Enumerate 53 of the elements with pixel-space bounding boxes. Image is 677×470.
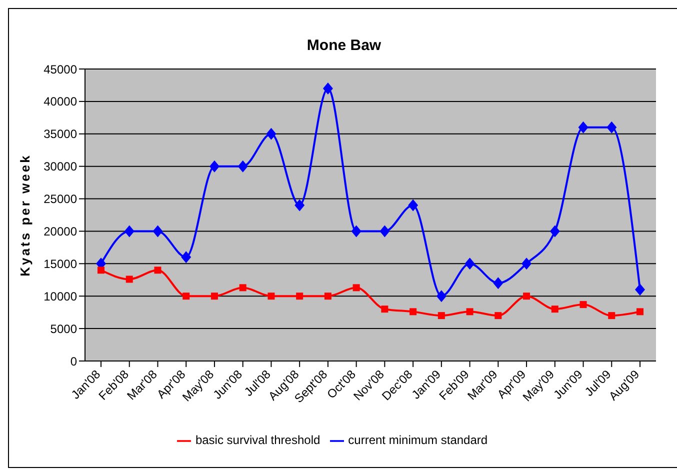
y-tick-label: 15000 bbox=[44, 256, 78, 271]
point bbox=[98, 266, 104, 274]
point bbox=[522, 258, 532, 270]
y-tick-label: 40000 bbox=[44, 94, 78, 109]
point bbox=[550, 225, 560, 238]
point bbox=[268, 292, 275, 300]
y-axis-title: Kyats per week bbox=[18, 154, 33, 276]
point bbox=[493, 277, 504, 290]
point bbox=[494, 312, 502, 320]
point bbox=[436, 290, 446, 302]
point bbox=[464, 258, 475, 270]
point bbox=[182, 292, 190, 300]
y-tick-label: 45000 bbox=[44, 62, 78, 76]
legend-label: current minimum standard bbox=[348, 433, 488, 447]
y-tick-label: 35000 bbox=[44, 127, 78, 142]
point bbox=[209, 160, 220, 172]
point bbox=[210, 292, 218, 300]
point bbox=[352, 284, 360, 292]
point bbox=[580, 301, 587, 308]
point bbox=[181, 251, 192, 264]
point bbox=[126, 276, 133, 283]
point bbox=[239, 284, 246, 292]
point bbox=[154, 266, 162, 274]
point bbox=[438, 312, 445, 320]
point bbox=[266, 128, 276, 140]
point bbox=[523, 292, 530, 300]
point bbox=[294, 199, 305, 212]
point bbox=[238, 160, 248, 172]
point bbox=[152, 225, 163, 238]
point bbox=[551, 306, 558, 313]
y-tick-label: 25000 bbox=[44, 192, 78, 206]
point bbox=[608, 312, 616, 320]
point bbox=[408, 199, 418, 212]
y-tick-label: 30000 bbox=[44, 160, 78, 174]
y-tick-label: 0 bbox=[70, 354, 78, 368]
point bbox=[124, 225, 134, 238]
point bbox=[578, 121, 588, 134]
point bbox=[410, 308, 417, 316]
point bbox=[635, 284, 645, 296]
point bbox=[380, 225, 390, 238]
point bbox=[466, 308, 474, 316]
point bbox=[324, 292, 332, 300]
point bbox=[296, 292, 304, 300]
y-tick-label: 10000 bbox=[44, 289, 78, 304]
point bbox=[606, 121, 617, 134]
legend-label: basic survival threshold bbox=[195, 433, 320, 447]
y-tick-label: 5000 bbox=[50, 322, 78, 336]
point bbox=[322, 82, 333, 94]
y-tick-label: 20000 bbox=[44, 224, 78, 238]
chart-title: Mone Baw bbox=[306, 37, 382, 56]
point bbox=[351, 225, 362, 238]
point bbox=[636, 308, 644, 316]
point bbox=[381, 306, 388, 313]
